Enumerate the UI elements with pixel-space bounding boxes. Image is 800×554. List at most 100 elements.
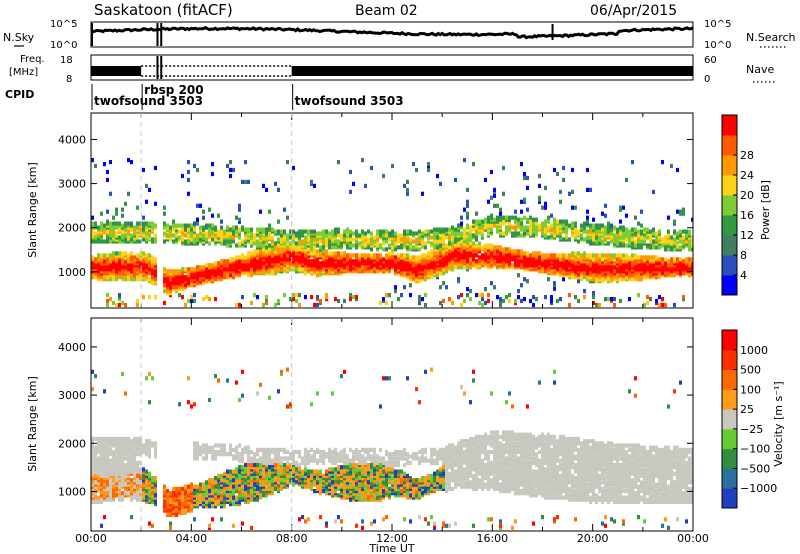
velocity-cell [211, 493, 214, 498]
velocity-cell [175, 508, 178, 513]
velocity-cell [94, 495, 97, 500]
power-cell [181, 295, 184, 300]
power-cell [325, 293, 328, 298]
power-cell [424, 253, 427, 258]
power-cell [634, 239, 637, 244]
colorbar-tick-label: 16 [740, 209, 754, 222]
velocity-cell [241, 465, 244, 470]
power-cell [343, 298, 346, 304]
power-cell [268, 223, 271, 228]
velocity-cell [199, 486, 202, 491]
velocity-cell [136, 473, 139, 478]
velocity-cell [136, 482, 139, 487]
nsky-trace [90, 23, 694, 46]
power-cell [535, 267, 538, 272]
power-cell [583, 225, 586, 230]
power-cell [454, 177, 457, 182]
power-cell [436, 255, 439, 260]
power-cell [292, 297, 295, 302]
velocity-cell [121, 495, 124, 500]
velocity-cell [112, 436, 115, 442]
velocity-cell [124, 445, 127, 450]
velocity-cell [184, 502, 187, 507]
power-cell [295, 251, 298, 256]
velocity-cell [208, 445, 211, 450]
power-cell [103, 259, 106, 264]
power-cell [523, 231, 526, 236]
velocity-cell [148, 499, 151, 504]
power-cell [610, 235, 613, 240]
velocity-cell [196, 486, 199, 491]
power-cell [304, 245, 307, 250]
velocity-cell [178, 491, 181, 496]
velocity-cell [193, 504, 196, 509]
power-cell [319, 239, 322, 244]
power-cell [640, 245, 643, 250]
power-cell [529, 229, 532, 234]
velocity-cell [208, 397, 211, 403]
nsky-label: N.Sky [3, 31, 35, 44]
power-cell [349, 293, 352, 298]
velocity-cell [205, 504, 208, 509]
power-cell [94, 163, 97, 169]
power-cell [652, 255, 655, 260]
power-cell [445, 235, 448, 240]
power-cell [670, 235, 673, 240]
velocity-cell [118, 469, 121, 474]
power-cell [187, 169, 190, 175]
velocity-cell [100, 499, 103, 504]
power-cell [577, 279, 580, 284]
velocity-cell [100, 460, 103, 465]
power-cell [526, 251, 529, 256]
velocity-cell [211, 502, 214, 507]
velocity-cell [190, 482, 193, 487]
power-cell [265, 227, 268, 232]
power-cell [205, 231, 208, 236]
power-cell [319, 298, 322, 304]
power-cell [592, 217, 595, 222]
velocity-cell [142, 493, 145, 498]
power-cell [442, 298, 445, 304]
velocity-cell [193, 499, 196, 504]
power-cell [109, 221, 112, 226]
velocity-cell [196, 447, 199, 452]
velocity-cell [193, 486, 196, 491]
power-cell [163, 239, 166, 244]
power-cell [637, 229, 640, 234]
velocity-cell [127, 489, 130, 494]
power-cell [583, 221, 586, 226]
velocity-cell [136, 439, 139, 444]
power-cell [301, 239, 304, 244]
power-cell [211, 263, 214, 268]
velocity-cell [91, 436, 94, 442]
power-cell [148, 253, 151, 258]
nave-bottom-tick: 0 [704, 74, 710, 85]
power-cell [469, 289, 472, 294]
power-cell [403, 183, 406, 188]
velocity-cell [154, 452, 157, 457]
power-cell [508, 215, 511, 220]
velocity-cell [235, 473, 238, 478]
power-cell [211, 223, 214, 228]
power-cell [142, 265, 145, 270]
power-cell [406, 187, 409, 192]
velocity-cell [250, 495, 253, 500]
power-cell [154, 165, 157, 171]
power-cell [415, 241, 418, 246]
velocity-cell [94, 476, 97, 481]
velocity-cell [253, 482, 256, 487]
power-cell [130, 251, 133, 256]
power-cell [427, 167, 430, 173]
power-cell [355, 253, 358, 258]
power-cell [475, 243, 478, 248]
power-cell [640, 255, 643, 260]
power-cell [169, 237, 172, 242]
velocity-cell [106, 445, 109, 450]
velocity-cell [133, 489, 136, 494]
power-cell [109, 225, 112, 230]
power-cell [313, 247, 316, 252]
power-cell [142, 221, 145, 226]
power-cell [481, 253, 484, 258]
power-cell [115, 207, 118, 212]
velocity-cell [103, 480, 106, 485]
